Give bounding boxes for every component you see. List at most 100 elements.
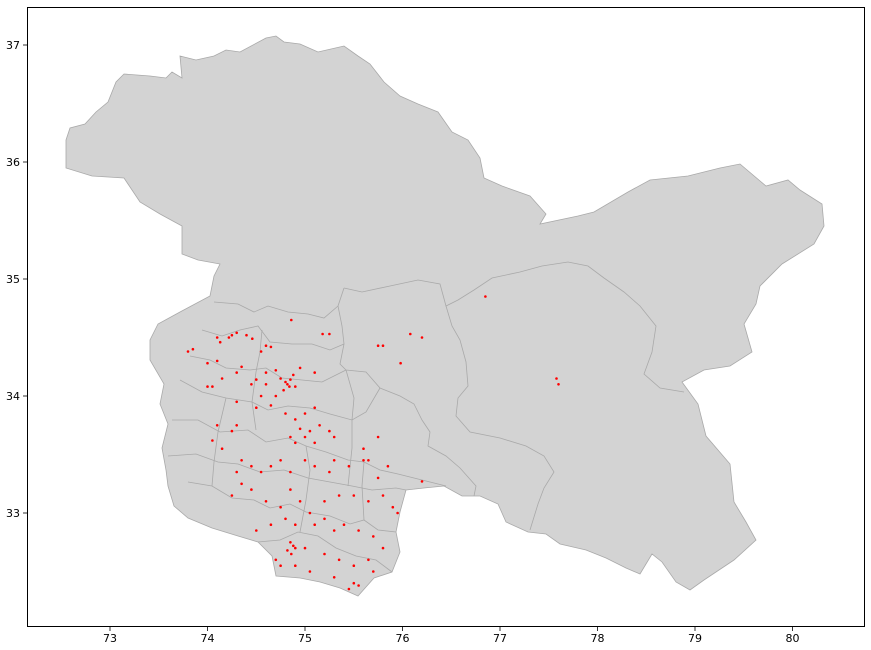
scatter-point xyxy=(254,529,258,532)
scatter-point xyxy=(191,347,195,351)
scatter-point xyxy=(357,584,360,587)
scatter-point xyxy=(211,385,214,388)
y-tick: 33 xyxy=(6,507,27,520)
scatter-point xyxy=(557,383,560,386)
scatter-point xyxy=(254,406,258,410)
scatter-point xyxy=(264,500,268,503)
y-tick: 37 xyxy=(6,39,27,52)
x-tick-label: 78 xyxy=(591,632,605,645)
scatter-point xyxy=(269,345,273,349)
x-tick-label: 77 xyxy=(493,632,507,645)
scatter-point xyxy=(391,505,395,509)
scatter-point xyxy=(215,336,219,339)
scatter-point xyxy=(294,441,297,445)
scatter-point xyxy=(484,295,487,298)
scatter-point xyxy=(279,459,282,462)
scatter-point xyxy=(381,344,385,348)
scatter-point xyxy=(321,332,324,336)
y-tick-label: 37 xyxy=(6,39,20,52)
scatter-point xyxy=(313,523,317,526)
district-border xyxy=(189,355,347,383)
scatter-point xyxy=(376,435,380,439)
scatter-point xyxy=(323,517,326,521)
district-border xyxy=(345,369,355,487)
district-border xyxy=(179,379,381,421)
scatter-point xyxy=(254,378,258,381)
scatter-point xyxy=(352,581,356,585)
scatter-point xyxy=(294,385,297,388)
scatter-point xyxy=(298,366,302,370)
scatter-point xyxy=(235,371,238,374)
district-border xyxy=(187,481,397,533)
scatter-point xyxy=(308,429,312,433)
scatter-point xyxy=(313,406,317,410)
scatter-point xyxy=(286,549,289,552)
scatter-point xyxy=(284,380,287,384)
x-axis: 73 74 75 76 77 78 79 80 xyxy=(103,627,800,645)
x-tick: 73 xyxy=(103,627,117,645)
y-tick-label: 33 xyxy=(6,507,20,520)
scatter-point xyxy=(211,439,214,442)
scatter-point xyxy=(323,500,326,503)
y-tick-label: 36 xyxy=(6,156,20,169)
scatter-point xyxy=(240,482,243,486)
scatter-point xyxy=(294,546,297,550)
scatter-point xyxy=(332,435,336,439)
scatter-point xyxy=(337,558,341,562)
scatter-point xyxy=(303,546,307,550)
scatter-point xyxy=(251,337,254,341)
scatter-point xyxy=(274,558,278,562)
scatter-point xyxy=(396,511,399,515)
scatter-point xyxy=(259,394,263,398)
district-border xyxy=(201,325,345,351)
scatter-point xyxy=(294,418,297,421)
scatter-point xyxy=(332,576,336,579)
scatter-point xyxy=(386,464,390,468)
scatter-point xyxy=(240,459,243,462)
scatter-point xyxy=(337,494,341,497)
scatter-point xyxy=(308,570,312,573)
scatter-point xyxy=(206,361,209,365)
scatter-point xyxy=(328,332,331,336)
scatter-point xyxy=(274,369,278,372)
district-border xyxy=(361,461,365,521)
scatter-point xyxy=(250,464,253,468)
y-axis: 33 34 35 36 37 xyxy=(6,39,27,520)
district-border xyxy=(211,397,227,487)
scatter-point xyxy=(313,464,317,468)
scatter-point xyxy=(288,385,291,388)
scatter-point xyxy=(420,480,424,483)
scatter-point xyxy=(289,470,292,474)
y-tick-label: 35 xyxy=(6,273,20,286)
scatter-point xyxy=(289,378,292,381)
x-tick-label: 79 xyxy=(688,632,702,645)
scatter-point xyxy=(332,529,336,532)
scatter-point xyxy=(298,427,302,431)
scatter-point xyxy=(372,570,375,573)
scatter-point xyxy=(420,336,424,339)
scatter-point xyxy=(218,340,222,344)
scatter-point xyxy=(318,424,321,427)
scatter-point xyxy=(362,447,365,451)
x-tick: 77 xyxy=(493,627,507,645)
district-border xyxy=(299,445,311,533)
scatter-point xyxy=(294,523,297,526)
scatter-point xyxy=(279,505,282,509)
scatter-point xyxy=(259,470,263,474)
scatter-point xyxy=(186,350,190,353)
scatter-point xyxy=(286,383,289,386)
scatter-point xyxy=(230,494,234,497)
scatter-point xyxy=(250,488,253,491)
scatter-point xyxy=(323,552,326,556)
scatter-point xyxy=(230,333,234,337)
scatter-point xyxy=(235,400,238,404)
scatter-point xyxy=(399,361,402,365)
scatter-point xyxy=(235,424,238,427)
x-tick: 74 xyxy=(201,627,215,645)
x-tick: 78 xyxy=(591,627,605,645)
district-border xyxy=(172,419,447,487)
scatter-point xyxy=(372,535,375,538)
scatter-point xyxy=(290,318,293,322)
region-map xyxy=(65,35,825,597)
scatter-point xyxy=(279,377,282,380)
